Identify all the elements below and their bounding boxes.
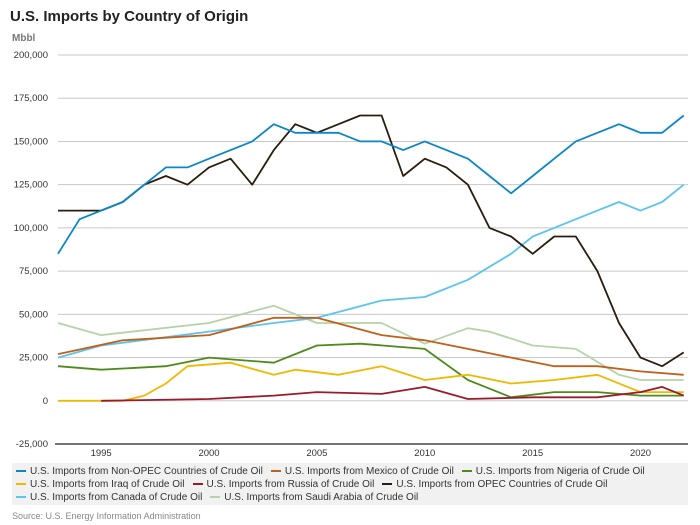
legend-label: U.S. Imports from Non-OPEC Countries of … bbox=[30, 466, 263, 477]
chart-title: U.S. Imports by Country of Origin bbox=[10, 8, 249, 25]
series-line-2 bbox=[57, 342, 684, 399]
legend-label: U.S. Imports from Canada of Crude Oil bbox=[30, 492, 203, 503]
legend-item[interactable]: U.S. Imports from Iraq of Crude Oil bbox=[16, 478, 185, 491]
x-tick-label: 2000 bbox=[198, 448, 219, 459]
x-tick-label: 2015 bbox=[522, 448, 543, 459]
legend-swatch bbox=[461, 470, 472, 473]
series-line-1 bbox=[57, 316, 684, 376]
source-note: Source: U.S. Energy Information Administ… bbox=[12, 511, 201, 521]
series-line-5 bbox=[58, 114, 685, 368]
legend-swatch bbox=[382, 483, 393, 486]
legend-item[interactable]: U.S. Imports from OPEC Countries of Crud… bbox=[382, 478, 608, 491]
y-tick-label: -25,000 bbox=[16, 439, 48, 450]
y-tick-label: 100,000 bbox=[14, 223, 48, 234]
y-tick-label: 50,000 bbox=[19, 309, 48, 320]
legend-swatch bbox=[192, 483, 203, 486]
legend: U.S. Imports from Non-OPEC Countries of … bbox=[12, 463, 688, 505]
legend-swatch bbox=[210, 496, 221, 499]
y-tick-label: 75,000 bbox=[19, 266, 48, 277]
x-tick-label: 1995 bbox=[91, 448, 112, 459]
legend-label: U.S. Imports from Nigeria of Crude Oil bbox=[475, 466, 645, 477]
y-tick-label: 150,000 bbox=[14, 136, 48, 147]
x-tick-label: 2020 bbox=[630, 448, 651, 459]
y-axis-unit: Mbbl bbox=[12, 33, 36, 44]
legend-label: U.S. Imports from Russia of Crude Oil bbox=[206, 479, 375, 490]
legend-label: U.S. Imports from Iraq of Crude Oil bbox=[30, 479, 185, 490]
legend-swatch bbox=[16, 483, 26, 486]
y-tick-label: 25,000 bbox=[19, 353, 48, 364]
legend-label: U.S. Imports from OPEC Countries of Crud… bbox=[396, 479, 608, 490]
legend-label: U.S. Imports from Saudi Arabia of Crude … bbox=[224, 492, 419, 503]
series-line-7 bbox=[57, 304, 684, 381]
legend-item[interactable]: U.S. Imports from Mexico of Crude Oil bbox=[270, 465, 454, 478]
series-line-4 bbox=[101, 386, 685, 402]
x-tick-label: 2010 bbox=[414, 448, 435, 459]
legend-item[interactable]: U.S. Imports from Nigeria of Crude Oil bbox=[461, 465, 645, 478]
legend-item[interactable]: U.S. Imports from Canada of Crude Oil bbox=[16, 491, 202, 504]
y-tick-label: 125,000 bbox=[14, 180, 48, 191]
y-tick-label: 175,000 bbox=[14, 93, 48, 104]
legend-item[interactable]: U.S. Imports from Russia of Crude Oil bbox=[192, 478, 375, 491]
y-tick-label: 0 bbox=[43, 396, 48, 407]
x-tick-label: 2005 bbox=[306, 448, 327, 459]
legend-swatch bbox=[270, 470, 281, 473]
series-line-3 bbox=[58, 361, 684, 402]
plot-area: -25,000 0 25,000 50,000 75,000 100,000 125,000… bbox=[14, 50, 688, 459]
legend-swatch bbox=[16, 496, 26, 499]
series-line-6 bbox=[57, 183, 685, 359]
legend-swatch bbox=[16, 470, 26, 473]
series-line-0 bbox=[57, 114, 685, 255]
legend-label: U.S. Imports from Mexico of Crude Oil bbox=[284, 466, 454, 477]
legend-item[interactable]: U.S. Imports from Saudi Arabia of Crude … bbox=[210, 491, 418, 504]
y-tick-label: 200,000 bbox=[14, 50, 48, 61]
legend-item[interactable]: U.S. Imports from Non-OPEC Countries of … bbox=[16, 465, 263, 478]
